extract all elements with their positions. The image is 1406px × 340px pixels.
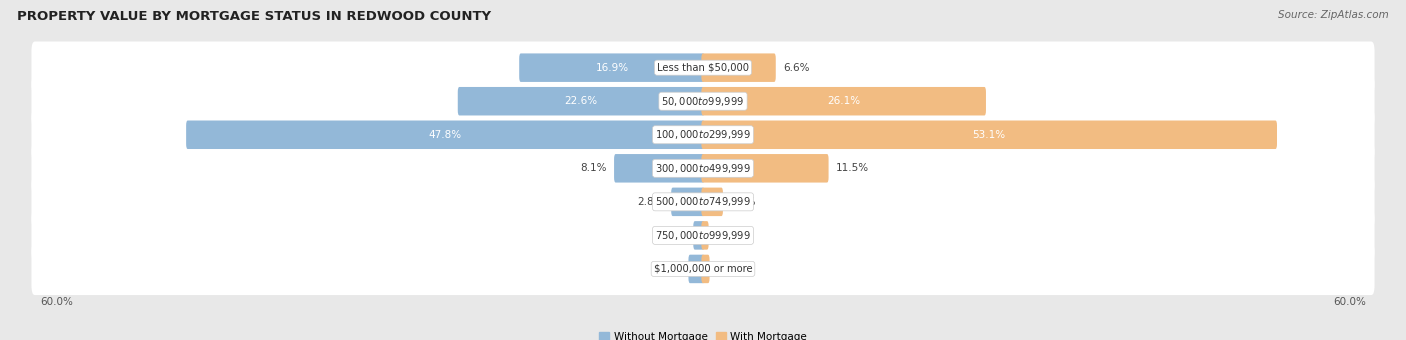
Text: 2.8%: 2.8%	[638, 197, 664, 207]
FancyBboxPatch shape	[689, 255, 704, 283]
Text: 6.6%: 6.6%	[783, 63, 810, 73]
FancyBboxPatch shape	[702, 53, 776, 82]
Text: 1.2%: 1.2%	[655, 264, 682, 274]
Text: $100,000 to $299,999: $100,000 to $299,999	[655, 128, 751, 141]
FancyBboxPatch shape	[31, 243, 1375, 295]
FancyBboxPatch shape	[614, 154, 704, 183]
FancyBboxPatch shape	[31, 108, 1375, 161]
Text: $1,000,000 or more: $1,000,000 or more	[654, 264, 752, 274]
FancyBboxPatch shape	[31, 142, 1375, 194]
Text: 47.8%: 47.8%	[429, 130, 463, 140]
FancyBboxPatch shape	[31, 176, 1375, 228]
Text: PROPERTY VALUE BY MORTGAGE STATUS IN REDWOOD COUNTY: PROPERTY VALUE BY MORTGAGE STATUS IN RED…	[17, 10, 491, 23]
Text: Source: ZipAtlas.com: Source: ZipAtlas.com	[1278, 10, 1389, 20]
Text: 53.1%: 53.1%	[973, 130, 1005, 140]
FancyBboxPatch shape	[693, 221, 704, 250]
FancyBboxPatch shape	[702, 120, 1277, 149]
FancyBboxPatch shape	[519, 53, 704, 82]
FancyBboxPatch shape	[702, 255, 710, 283]
FancyBboxPatch shape	[31, 41, 1375, 94]
FancyBboxPatch shape	[458, 87, 704, 116]
Legend: Without Mortgage, With Mortgage: Without Mortgage, With Mortgage	[599, 332, 807, 340]
Text: 26.1%: 26.1%	[827, 96, 860, 106]
Text: 0.37%: 0.37%	[716, 231, 748, 240]
Text: 22.6%: 22.6%	[565, 96, 598, 106]
FancyBboxPatch shape	[671, 188, 704, 216]
Text: 1.7%: 1.7%	[730, 197, 756, 207]
Text: 16.9%: 16.9%	[595, 63, 628, 73]
Text: 11.5%: 11.5%	[835, 163, 869, 173]
FancyBboxPatch shape	[702, 87, 986, 116]
Text: $50,000 to $99,999: $50,000 to $99,999	[661, 95, 745, 108]
Text: 0.46%: 0.46%	[717, 264, 749, 274]
FancyBboxPatch shape	[702, 188, 723, 216]
Text: $500,000 to $749,999: $500,000 to $749,999	[655, 195, 751, 208]
FancyBboxPatch shape	[31, 209, 1375, 261]
Text: 8.1%: 8.1%	[581, 163, 607, 173]
FancyBboxPatch shape	[702, 154, 828, 183]
Text: $300,000 to $499,999: $300,000 to $499,999	[655, 162, 751, 175]
FancyBboxPatch shape	[702, 221, 709, 250]
Text: 0.75%: 0.75%	[654, 231, 686, 240]
FancyBboxPatch shape	[186, 120, 704, 149]
FancyBboxPatch shape	[31, 75, 1375, 128]
Text: $750,000 to $999,999: $750,000 to $999,999	[655, 229, 751, 242]
Text: Less than $50,000: Less than $50,000	[657, 63, 749, 73]
